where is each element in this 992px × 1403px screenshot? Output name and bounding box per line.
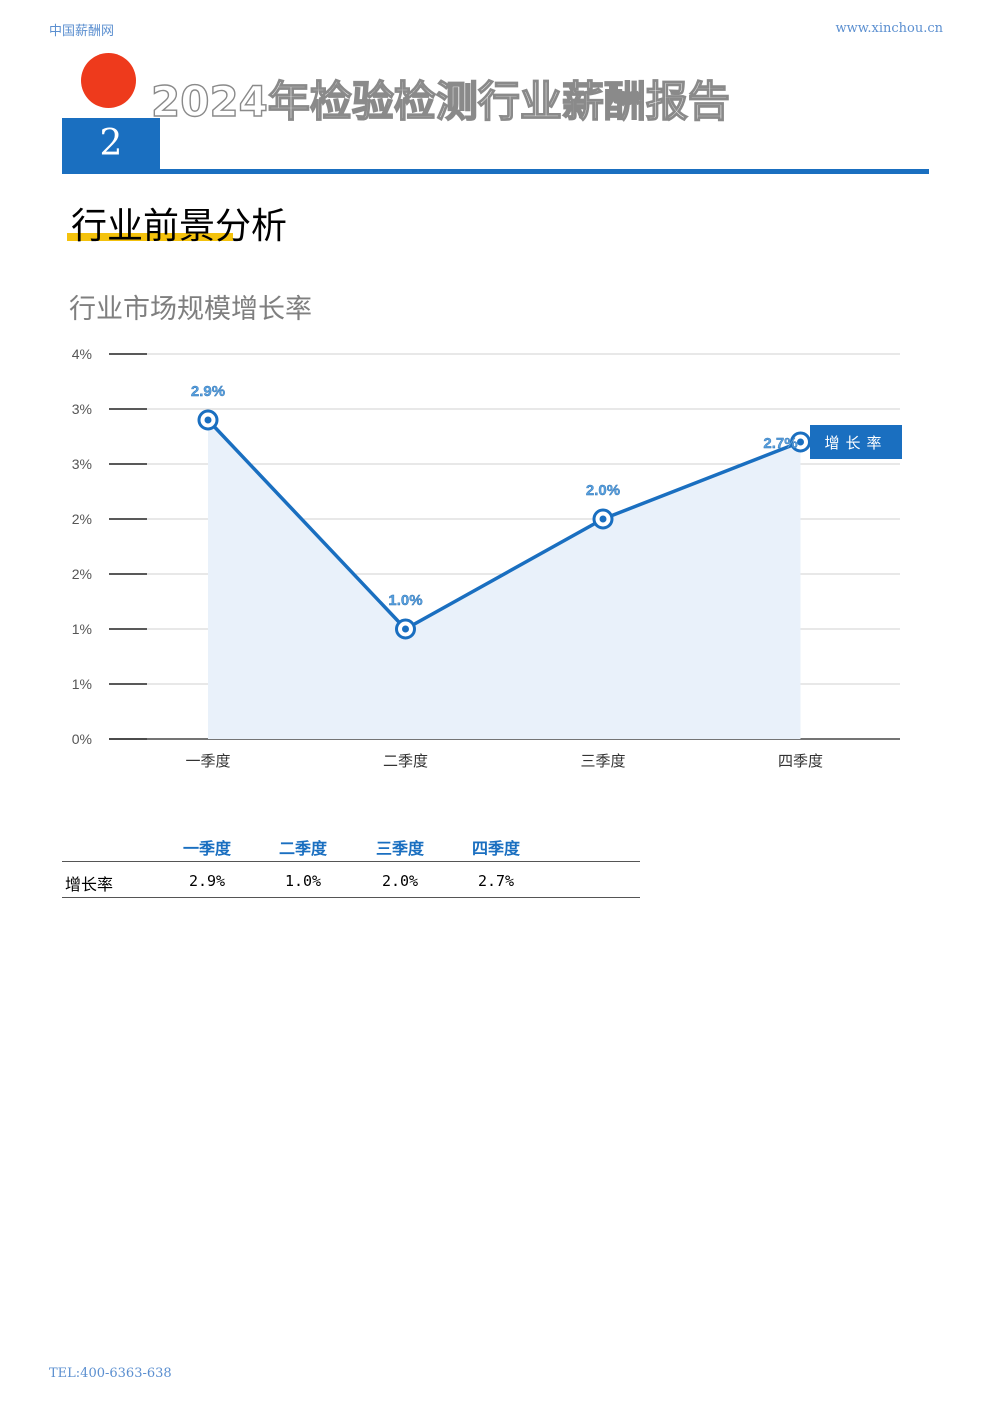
- table-header-cell: 四季度: [471, 839, 520, 858]
- footer-tel: TEL:400-6363-638: [49, 1366, 172, 1381]
- x-tick-label: 三季度: [580, 752, 625, 770]
- chart-title: 行业市场规模增长率: [69, 294, 312, 325]
- y-tick-label: 2%: [72, 566, 92, 582]
- table-bottom-rule: [62, 897, 640, 898]
- table-cell: 2.0%: [381, 872, 419, 890]
- section-title-highlight: [67, 233, 233, 241]
- table-header-cell: 三季度: [375, 839, 424, 858]
- y-tick-label: 4%: [72, 346, 92, 362]
- table-cell: 1.0%: [284, 872, 322, 890]
- header-rule: [62, 169, 929, 174]
- series-legend-tag: [810, 425, 902, 459]
- y-tick-label: 3%: [72, 401, 92, 417]
- data-label: 1.0%: [388, 592, 422, 609]
- data-label: 2.9%: [191, 383, 225, 400]
- section-title: 行业前景分析: [71, 206, 288, 247]
- data-table: 一季度 二季度 三季度 四季度 增长率 2.9% 1.0% 2.0% 2.7%: [62, 832, 640, 898]
- series-area: [208, 420, 801, 739]
- growth-line-chart: 0% 1% 1% 2% 2% 3% 3% 4% 2.9% 1.0% 2.0% 2.7% 一季度 二季度 三季…: [72, 346, 902, 770]
- y-tick-label: 3%: [72, 456, 92, 472]
- series-legend-label: 增长率: [824, 434, 887, 452]
- table-cell: 2.7%: [477, 872, 515, 890]
- data-point-core: [797, 438, 804, 446]
- y-tick-label: 1%: [72, 676, 92, 692]
- data-point-core: [599, 515, 607, 523]
- report-title: 2024年检验检测行业薪酬报告: [150, 76, 730, 126]
- data-point-core: [204, 416, 212, 424]
- y-tick-label: 2%: [72, 511, 92, 527]
- chapter-badge: [62, 118, 160, 170]
- site-name: 中国薪酬网: [49, 24, 115, 39]
- x-tick-label: 二季度: [383, 752, 428, 770]
- y-tick-label: 0%: [72, 731, 92, 747]
- chapter-number: 2: [99, 123, 123, 164]
- red-dot-icon: [81, 53, 136, 108]
- y-tick-label: 1%: [72, 621, 92, 637]
- series-line: [206, 418, 802, 631]
- data-label: 2.0%: [586, 482, 620, 499]
- table-row-label: 增长率: [65, 875, 114, 894]
- site-url[interactable]: www.xinchou.cn: [835, 21, 943, 36]
- table-cell: 2.9%: [188, 872, 226, 890]
- x-tick-label: 一季度: [185, 752, 230, 770]
- x-tick-label: 四季度: [778, 752, 823, 770]
- data-point-core: [402, 625, 409, 633]
- table-top-rule: [62, 861, 640, 862]
- table-header-row: 一季度 二季度 三季度 四季度: [62, 832, 640, 861]
- table-header-cell: 一季度: [182, 839, 231, 858]
- data-label: 2.7%: [763, 435, 797, 452]
- table-header-cell: 二季度: [278, 839, 327, 858]
